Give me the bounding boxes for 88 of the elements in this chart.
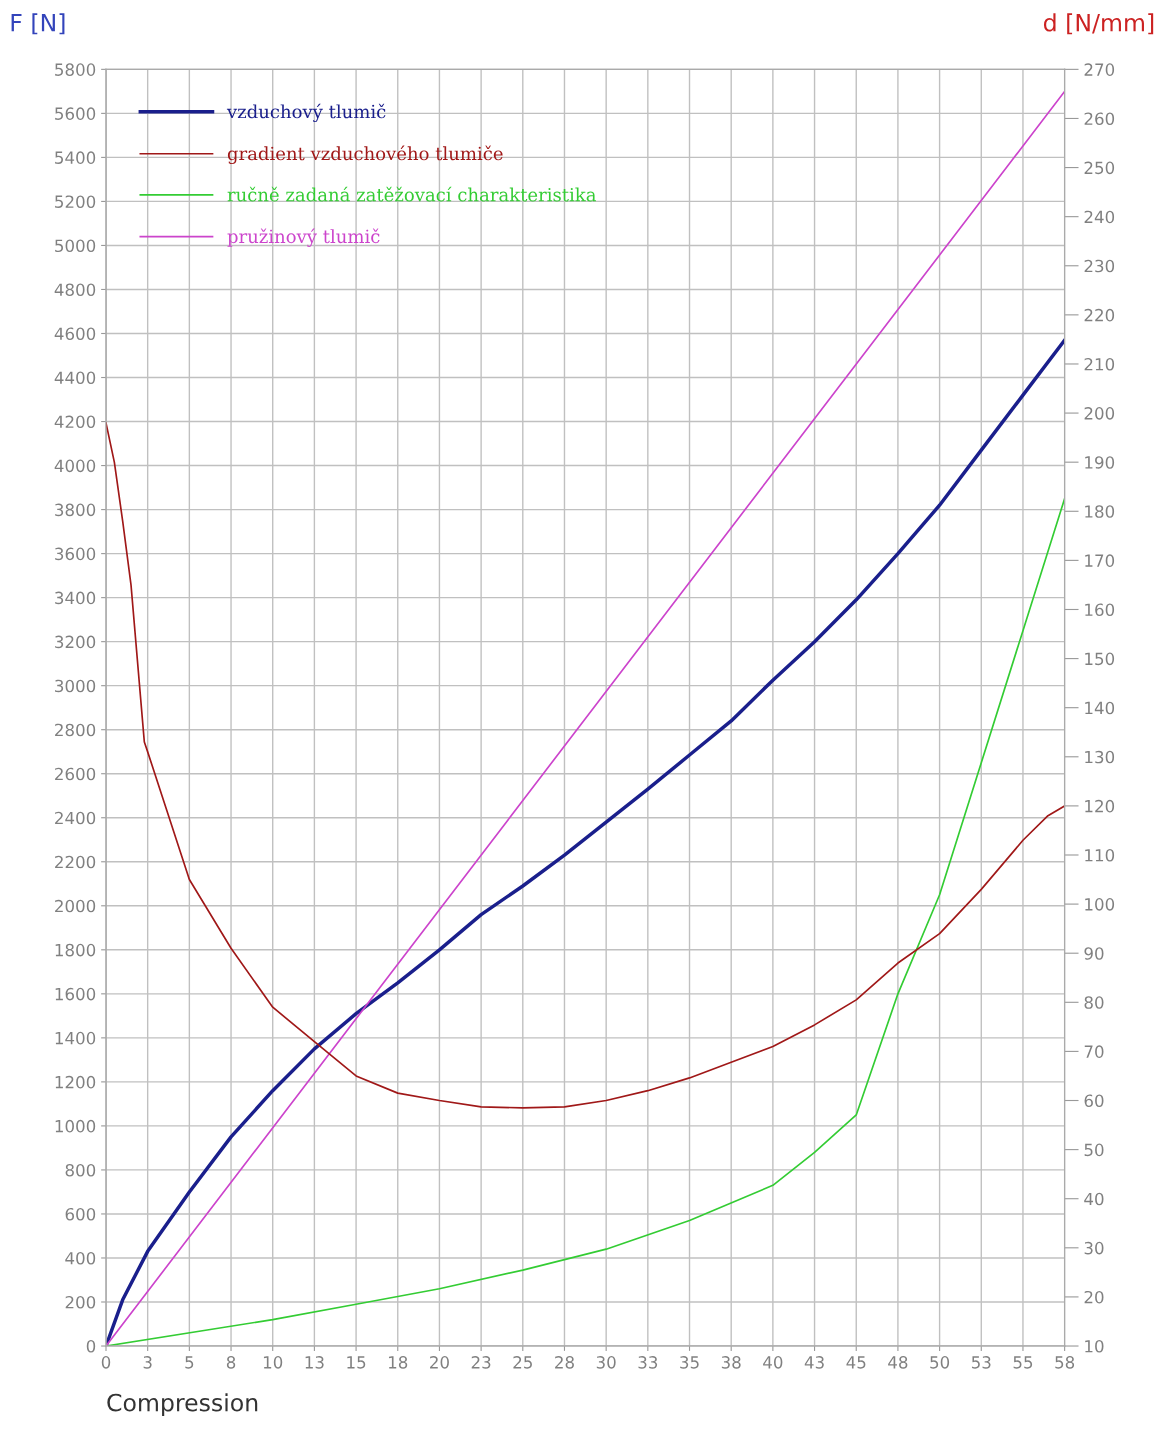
- y2-tick-label: 190: [1085, 456, 1115, 469]
- y-tick-label: 800: [65, 1163, 96, 1177]
- y-tick-label: 1600: [55, 987, 96, 1001]
- y-axis-title: F [N]: [11, 13, 65, 35]
- y2-tick-label: 220: [1084, 308, 1115, 322]
- y2-tick-label: 270: [1084, 63, 1115, 76]
- y2-tick-label: 160: [1085, 603, 1115, 617]
- x-tick-label: 15: [347, 1356, 366, 1369]
- y2-tick-label: 30: [1084, 1241, 1104, 1255]
- y2-tick-label: 200: [1084, 407, 1115, 420]
- x-tick-label: 23: [471, 1356, 491, 1369]
- y-tick-label: 4200: [54, 415, 96, 429]
- x-tick-label: 13: [305, 1356, 324, 1369]
- y-tick-label: 1400: [55, 1031, 96, 1045]
- y2-tick-label: 250: [1084, 161, 1115, 175]
- y-tick-label: 2800: [55, 723, 96, 737]
- x-tick-label: 28: [555, 1356, 574, 1369]
- y2-tick-label: 80: [1084, 996, 1104, 1009]
- x-tick-label: 45: [846, 1356, 866, 1369]
- y-tick-label: 5800: [55, 63, 96, 76]
- y-tick-label: 600: [65, 1207, 96, 1221]
- y-tick-label: 3000: [55, 679, 96, 693]
- y2-tick-label: 40: [1084, 1192, 1104, 1206]
- y2-tick-label: 100: [1085, 898, 1115, 911]
- x-tick-label: 40: [763, 1356, 783, 1369]
- x-tick-label: 18: [388, 1356, 408, 1369]
- x-tick-label: 35: [680, 1356, 699, 1369]
- x-tick-label: 43: [804, 1356, 824, 1369]
- x-tick-label: 38: [721, 1356, 741, 1369]
- y-tick-label: 3200: [55, 635, 96, 649]
- y2-axis-title: d [N/mm]: [1043, 13, 1154, 35]
- y-tick-label: 1200: [55, 1075, 96, 1089]
- y-tick-label: 5200: [55, 195, 96, 208]
- y-tick-label: 400: [65, 1251, 96, 1265]
- legend-label: vzduchový tlumič: [226, 103, 386, 123]
- legend-label: pružinový tlumič: [227, 228, 380, 247]
- x-tick-label: 8: [226, 1356, 236, 1369]
- y-tick-label: 0: [86, 1339, 96, 1353]
- y-tick-label: 3600: [55, 547, 96, 561]
- y-tick-label: 200: [65, 1295, 96, 1309]
- x-tick-label: 48: [888, 1356, 908, 1369]
- y-tick-label: 1800: [55, 943, 96, 957]
- x-tick-label: 20: [430, 1356, 449, 1369]
- y2-tick-label: 90: [1084, 947, 1104, 960]
- y2-tick-label: 260: [1084, 112, 1115, 126]
- x-tick-label: 58: [1055, 1356, 1075, 1369]
- y2-tick-label: 110: [1085, 848, 1115, 862]
- y2-tick-label: 210: [1084, 357, 1115, 371]
- y-tick-label: 4600: [54, 327, 96, 341]
- y2-tick-label: 180: [1085, 505, 1115, 518]
- y-tick-label: 2200: [55, 855, 96, 869]
- y-tick-label: 4000: [54, 459, 96, 473]
- y2-tick-label: 150: [1085, 652, 1115, 666]
- y2-tick-label: 130: [1085, 750, 1115, 764]
- y2-tick-label: 10: [1085, 1339, 1104, 1353]
- y-tick-label: 1000: [55, 1119, 96, 1133]
- y2-tick-label: 170: [1085, 554, 1115, 567]
- x-tick-label: 25: [513, 1356, 532, 1369]
- y-tick-label: 2000: [55, 899, 96, 913]
- x-tick-label: 30: [596, 1356, 616, 1369]
- y-tick-label: 5000: [55, 239, 96, 253]
- x-axis-title: Compression: [107, 1393, 258, 1417]
- y-tick-label: 2400: [55, 811, 96, 825]
- x-tick-label: 5: [185, 1356, 194, 1369]
- x-tick-label: 33: [638, 1356, 658, 1369]
- x-tick-label: 10: [263, 1356, 283, 1369]
- y-tick-label: 4800: [54, 283, 96, 297]
- y2-tick-label: 20: [1084, 1290, 1104, 1304]
- x-tick-label: 53: [971, 1356, 991, 1369]
- y2-tick-label: 240: [1084, 210, 1115, 224]
- y-tick-label: 5400: [55, 151, 96, 164]
- y-tick-label: 4400: [54, 371, 96, 385]
- y-tick-label: 3800: [55, 503, 96, 517]
- x-tick-label: 0: [101, 1356, 111, 1369]
- y-tick-label: 2600: [55, 767, 96, 781]
- x-tick-label: 55: [1013, 1356, 1033, 1369]
- y2-tick-label: 60: [1084, 1094, 1104, 1108]
- y2-tick-label: 230: [1084, 259, 1115, 273]
- y2-tick-label: 70: [1084, 1045, 1104, 1058]
- y-tick-label: 5600: [55, 107, 96, 120]
- legend-label: gradient vzduchového tlumiče: [227, 145, 503, 165]
- y2-tick-label: 50: [1084, 1143, 1104, 1157]
- x-tick-label: 50: [930, 1356, 950, 1369]
- x-tick-label: 3: [143, 1356, 152, 1369]
- legend-label: ručně zadaná zatěžovací charakteristika: [227, 186, 596, 202]
- y2-tick-label: 140: [1085, 701, 1115, 715]
- y-tick-label: 3400: [55, 591, 96, 605]
- y2-tick-label: 120: [1085, 799, 1115, 813]
